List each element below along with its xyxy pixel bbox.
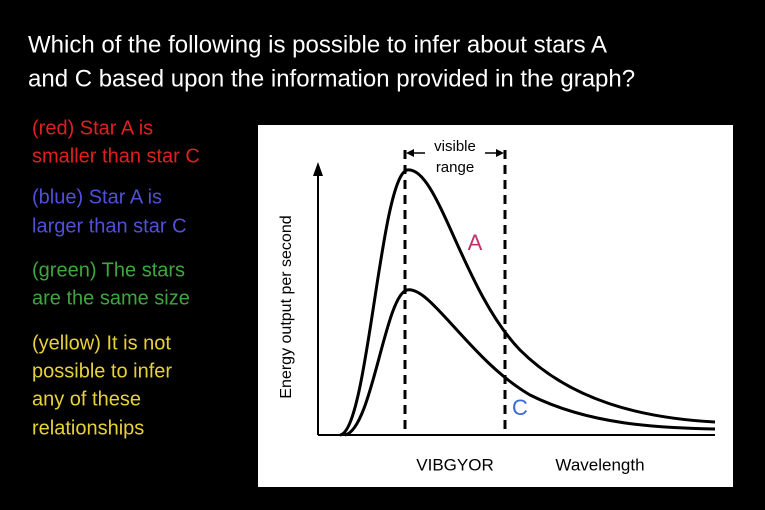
option-line[interactable]: any of these — [32, 388, 141, 410]
option-line[interactable]: (red) Star A is — [32, 117, 153, 139]
option-line[interactable]: (green) The stars — [32, 259, 185, 281]
graph-panel — [258, 125, 733, 487]
y-axis-label: Energy output per second — [278, 215, 295, 398]
curve-a — [339, 168, 716, 437]
band-label: VIBGYOR — [416, 455, 493, 474]
option-line[interactable]: are the same size — [32, 287, 190, 309]
range-arrowhead — [406, 149, 414, 157]
range-label: range — [436, 159, 474, 176]
option-line[interactable]: (blue) Star A is — [32, 186, 162, 208]
option-line[interactable]: possible to infer — [32, 360, 172, 382]
x-axis-label: Wavelength — [555, 455, 644, 474]
range-label-bg — [425, 137, 485, 179]
question-line: and C based upon the information provide… — [28, 65, 635, 92]
curve-c — [344, 288, 716, 437]
option-line[interactable]: (yellow) It is not — [32, 332, 171, 354]
option-line[interactable]: relationships — [32, 417, 144, 439]
option-line[interactable]: larger than star C — [32, 215, 187, 237]
option-line[interactable]: smaller than star C — [32, 145, 200, 167]
curve-label: A — [468, 230, 483, 255]
y-axis-arrow — [313, 162, 323, 176]
range-label: visible — [434, 138, 476, 155]
range-arrowhead — [496, 149, 504, 157]
question-line: Which of the following is possible to in… — [28, 31, 607, 58]
curve-label: C — [512, 395, 528, 420]
